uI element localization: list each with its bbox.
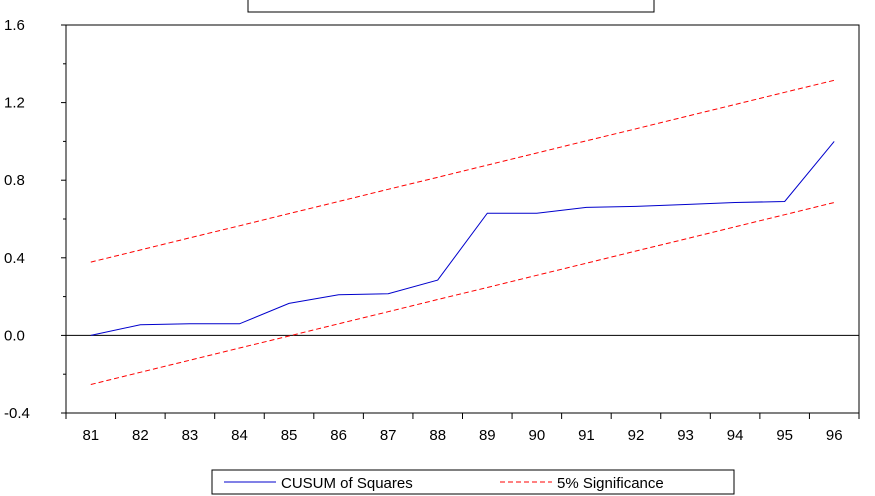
top-legend-box [247, 0, 655, 13]
y-tick-label: 0.8 [4, 172, 25, 189]
x-tick-label: 88 [429, 427, 446, 444]
x-tick-label: 96 [826, 427, 843, 444]
x-tick-label: 82 [132, 427, 149, 444]
legend-label-cusum: CUSUM of Squares [281, 475, 413, 492]
legend-label-significance: 5% Significance [557, 475, 664, 492]
y-tick-label: 0.0 [4, 327, 25, 344]
x-tick-label: 86 [330, 427, 347, 444]
x-tick-label: 93 [677, 427, 694, 444]
x-tick-label: 91 [578, 427, 595, 444]
x-tick-label: 85 [281, 427, 298, 444]
y-tick-label: 1.6 [4, 17, 25, 34]
x-tick-label: 95 [776, 427, 793, 444]
y-tick-label: 1.2 [4, 95, 25, 112]
y-tick-label: 0.4 [4, 250, 25, 267]
x-tick-label: 84 [231, 427, 248, 444]
legend-box [211, 469, 735, 495]
x-tick-label: 89 [479, 427, 496, 444]
x-tick-label: 83 [182, 427, 199, 444]
x-tick-label: 94 [727, 427, 744, 444]
x-tick-label: 92 [628, 427, 645, 444]
y-axis: 1.6 1.2 0.8 0.4 0.0 -0.4 [4, 17, 859, 422]
y-tick-label: -0.4 [4, 405, 30, 422]
x-tick-label: 90 [529, 427, 546, 444]
x-tick-label: 87 [380, 427, 397, 444]
cusum-line [90, 141, 835, 336]
series-layer [90, 79, 835, 385]
legend: CUSUM of Squares 5% Significance [211, 469, 735, 495]
x-axis: 81 82 83 84 85 86 87 88 89 90 91 92 93 94 95 96 [65, 413, 860, 444]
x-tick-label: 81 [82, 427, 99, 444]
